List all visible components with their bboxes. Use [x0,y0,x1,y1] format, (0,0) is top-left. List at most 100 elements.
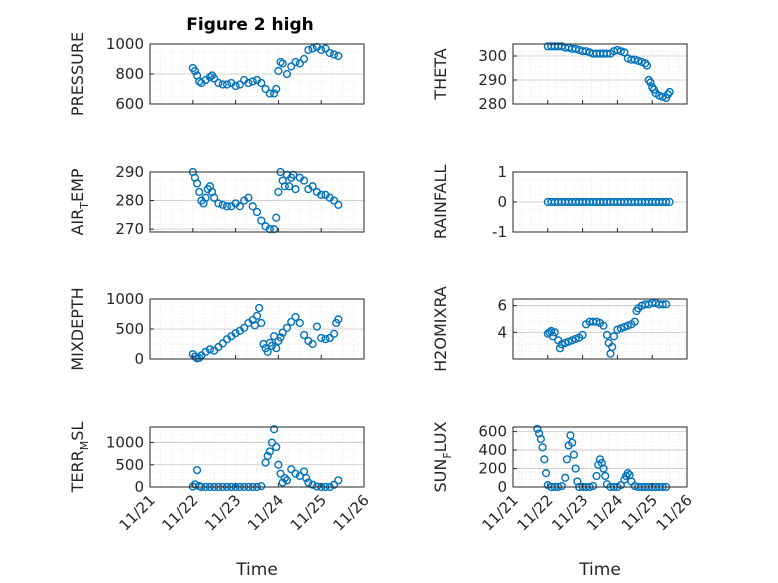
data-point [569,450,579,459]
data-point [280,474,289,483]
subplot-3: 270 280 290 AIRTEMP [68,163,365,238]
data-point [308,182,317,191]
data-point [334,315,343,324]
data-point [329,196,339,205]
data-point [244,78,253,88]
data-point [566,431,575,440]
data-point [620,48,629,57]
axes-box [149,426,365,488]
y-tick-label: 290 [115,163,144,181]
data-point [278,59,287,68]
y-tick-label: 600 [115,95,144,113]
y-tick-label: -1 [492,223,507,241]
data-point [609,332,619,341]
data-point [608,342,617,352]
data-point [218,339,227,348]
data-point [244,193,253,202]
data-point [190,66,200,76]
data-point [192,466,202,475]
data-point [270,89,279,98]
data-point [280,182,289,191]
data-point [334,476,343,485]
data-point [205,345,215,354]
y-tick-label: 280 [115,192,144,210]
data-point [562,455,572,464]
y-tick-label: 0 [497,193,507,211]
y-axis-label: TERRMSL [68,422,91,494]
data-point [257,78,266,88]
axes-box [512,426,688,488]
subplot-1: 600 800 1000 PRESSURE [68,32,365,116]
data-point [267,341,277,350]
subplot-8: 0200400600SUNFLUX11/2111/2211/2311/2411/… [431,421,696,580]
data-point [536,434,545,444]
y-tick-label: 200 [478,460,507,478]
y-axis-label: RAINFALL [431,165,450,240]
y-tick-label: 6 [497,297,507,315]
y-tick-label: 500 [115,320,144,338]
data-point [201,193,210,202]
data-point [308,44,317,53]
x-tick-label: 11/23 [548,491,591,534]
y-tick-label: 4 [497,323,507,341]
data-point [665,197,674,207]
axes-box [149,171,365,233]
y-tick-label: 1000 [106,35,144,53]
data-point [321,44,330,53]
data-point [282,69,292,79]
data-point [257,482,266,491]
data-point [240,323,249,332]
data-point [616,47,625,56]
x-tick-label: 11/23 [201,491,244,534]
data-point [248,77,257,86]
data-point [270,425,279,434]
y-axis-label: MIXDEPTH [68,287,87,370]
data-point [263,347,272,356]
data-point [291,312,300,322]
data-point [218,200,227,209]
subplot-4: -1 0 1 RAINFALL [431,163,688,241]
y-axis-label: AIRTEMP [68,168,91,235]
data-point [630,317,639,326]
data-point [255,303,264,313]
data-point [578,330,587,340]
x-tick-label: 11/25 [618,491,661,534]
data-point [665,87,674,97]
data-point [601,471,610,481]
data-point [252,311,262,320]
y-tick-label: 400 [478,441,507,459]
y-tick-label: 1000 [106,290,144,308]
subplot-2: 280 290 300 THETA [431,42,688,113]
data-point [317,333,326,343]
axes-box [512,298,688,360]
data-point [272,213,281,222]
data-point [642,61,652,70]
data-point [210,193,219,202]
data-point [195,353,204,362]
data-point [248,202,257,211]
data-point [231,81,240,91]
y-tick-label: 600 [478,423,507,441]
data-point [308,339,317,349]
data-point [257,216,266,225]
data-point [561,473,570,482]
data-point [571,464,580,473]
data-point [299,176,309,185]
data-point [274,460,283,469]
data-point [287,62,296,71]
data-point [602,49,612,58]
data-point [548,332,558,341]
data-point [308,480,317,489]
data-point [252,207,262,217]
data-point [540,455,549,464]
data-point [329,329,339,338]
y-tick-label: 280 [478,95,507,113]
data-point [276,469,285,478]
data-point [282,476,292,485]
x-tick-label: 11/22 [158,491,201,534]
x-tick-label: 11/26 [653,491,696,534]
data-point [646,78,655,87]
data-point [588,481,598,491]
x-tick-label: 11/21 [479,491,522,534]
data-point [329,50,339,59]
